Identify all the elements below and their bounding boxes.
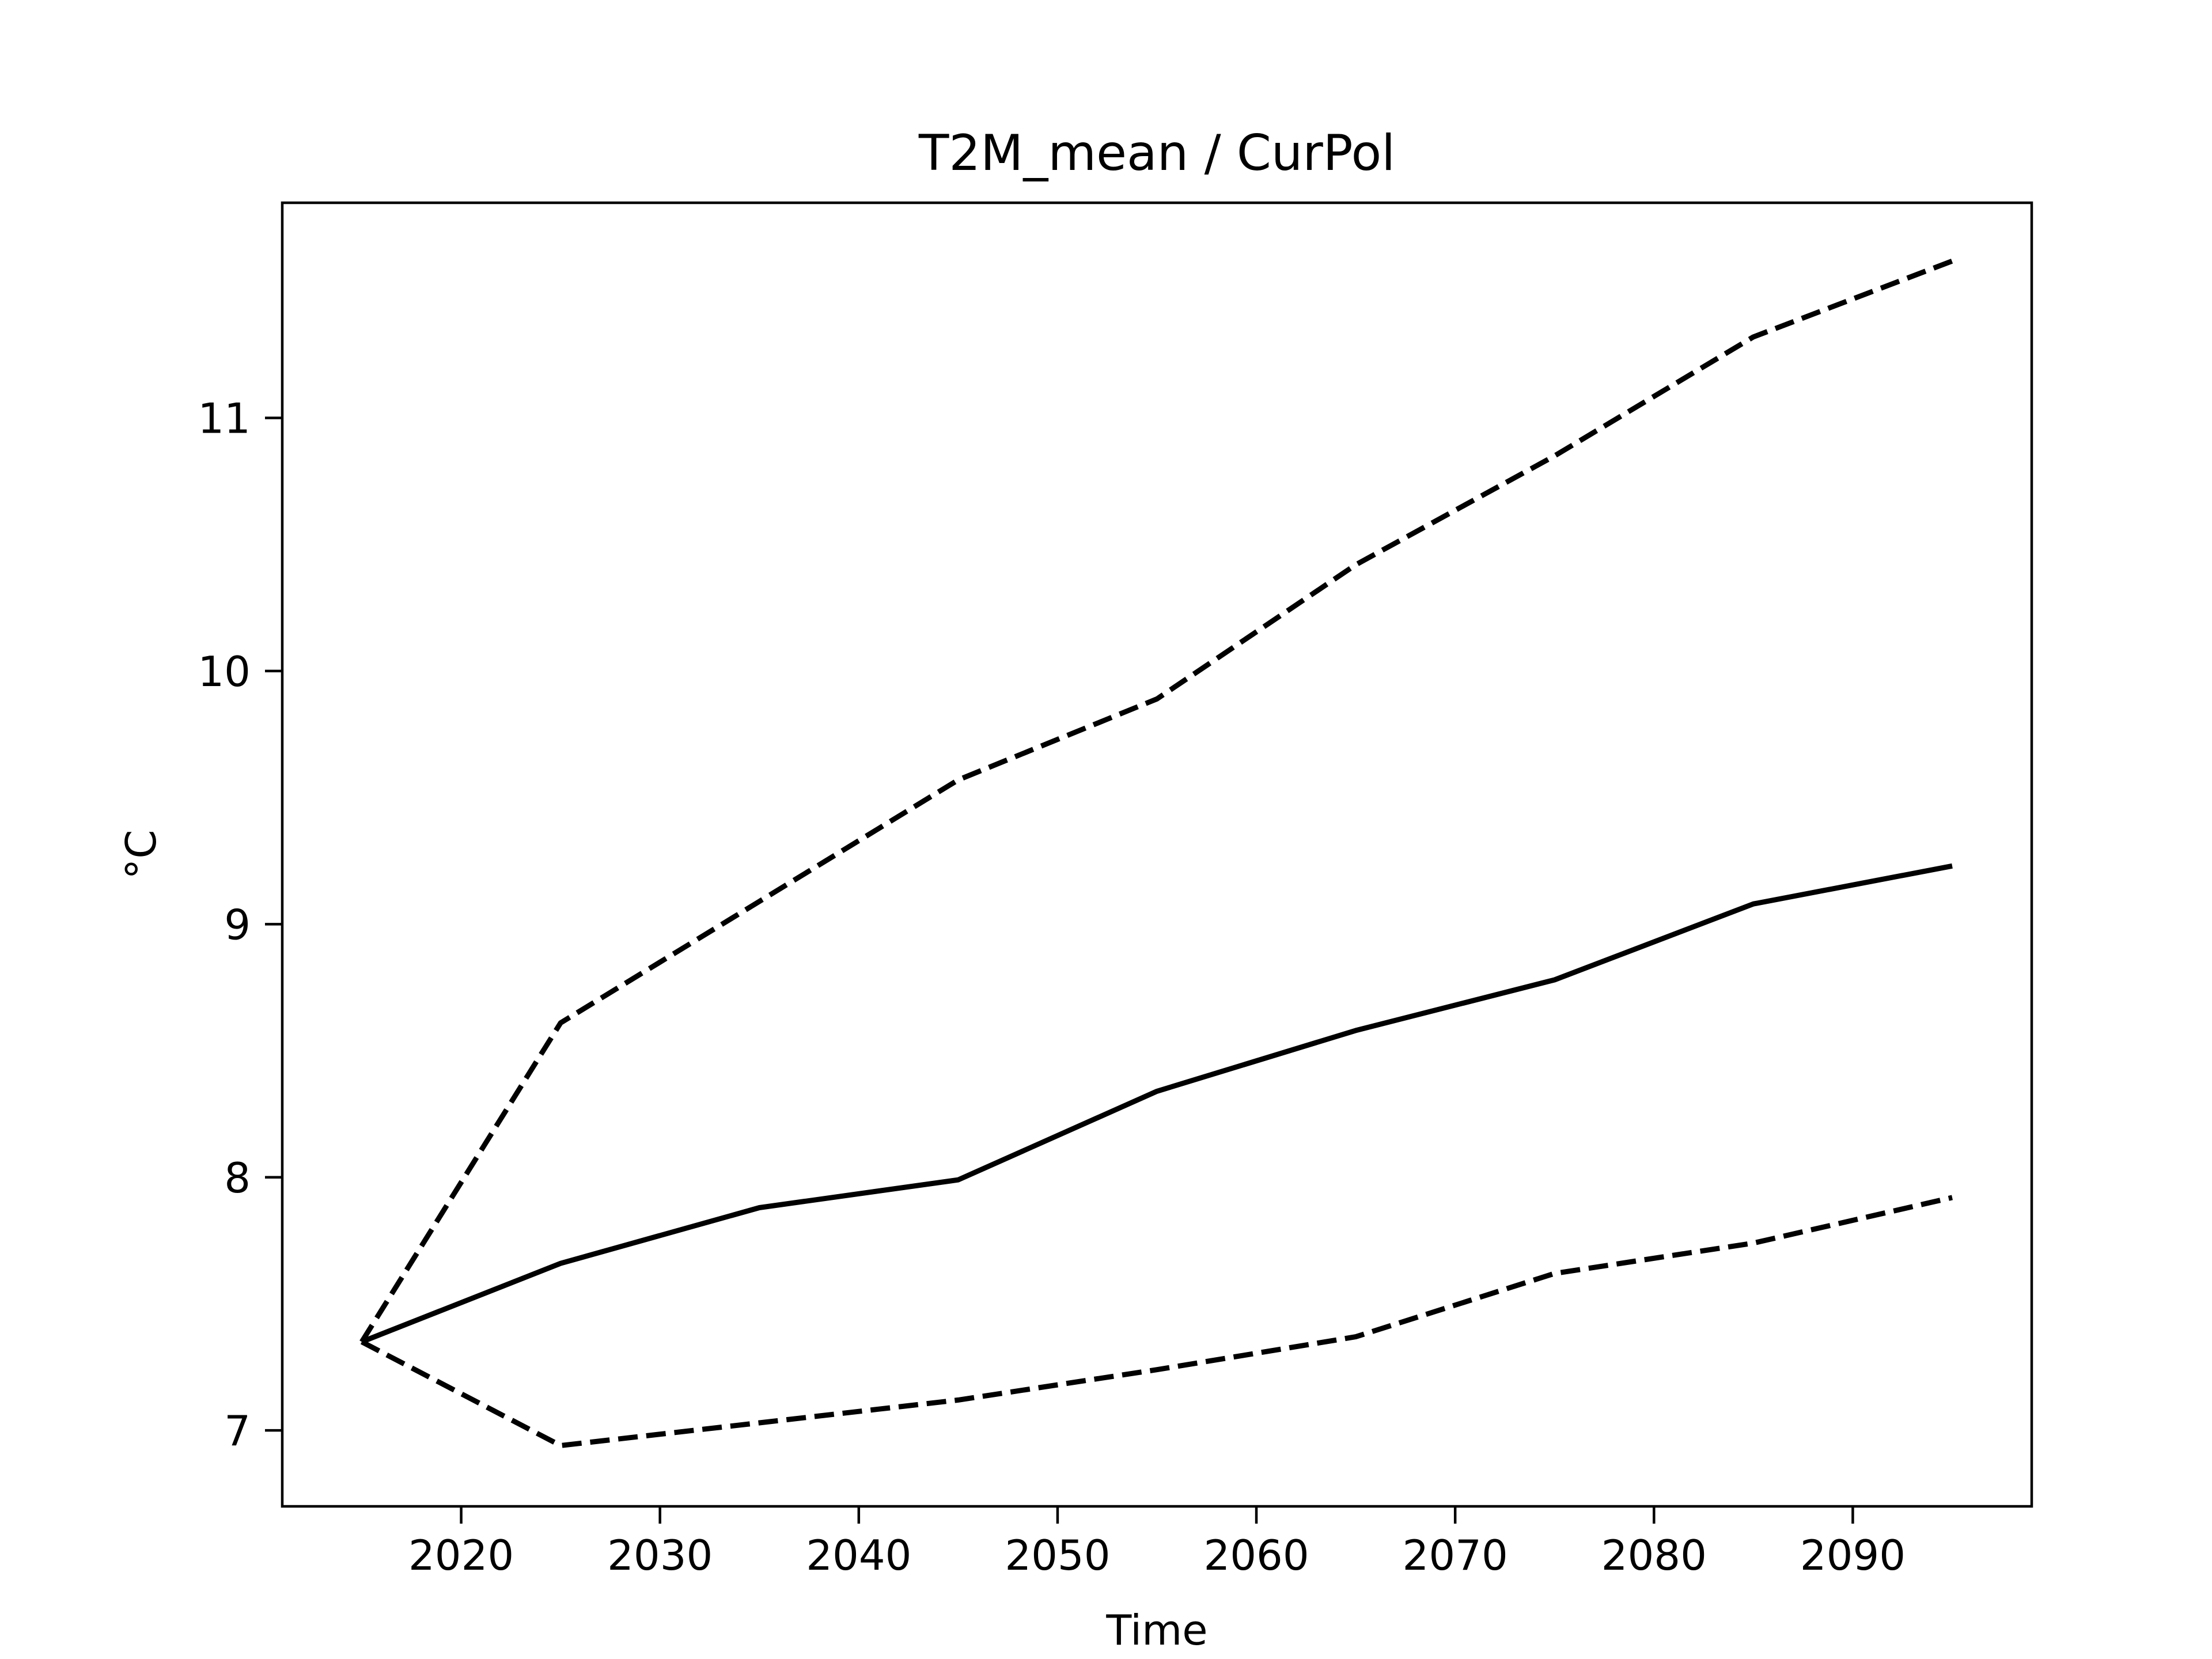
x-tick-label: 2060 <box>1203 1531 1309 1580</box>
x-tick-label: 2020 <box>408 1531 514 1580</box>
x-tick-label: 2050 <box>1005 1531 1110 1580</box>
x-tick-label: 2070 <box>1403 1531 1508 1580</box>
y-axis: 7 8 9 10 11 <box>198 395 282 1455</box>
y-tick-label: 8 <box>224 1154 251 1202</box>
y-axis-label: °C <box>117 830 165 879</box>
chart-title: T2M_mean / CurPol <box>918 124 1395 182</box>
x-tick-label: 2080 <box>1601 1531 1707 1580</box>
x-axis: 2020 2030 2040 2050 2060 2070 2080 2090 <box>408 1506 1906 1580</box>
y-tick-label: 10 <box>198 647 251 696</box>
mean-line <box>361 863 1953 1344</box>
upper-bound-line <box>359 258 1953 1343</box>
plot-frame <box>281 201 2033 1508</box>
x-tick-label: 2040 <box>806 1531 911 1580</box>
y-tick-label: 11 <box>198 395 251 443</box>
series-layer <box>359 258 1953 1448</box>
y-tick-label: 9 <box>224 900 251 949</box>
x-tick-label: 2030 <box>607 1531 713 1580</box>
y-tick-label: 7 <box>224 1407 251 1455</box>
x-axis-label: Time <box>1105 1606 1207 1654</box>
lower-bound-line <box>360 1195 1953 1448</box>
x-tick-label: 2090 <box>1800 1531 1906 1580</box>
